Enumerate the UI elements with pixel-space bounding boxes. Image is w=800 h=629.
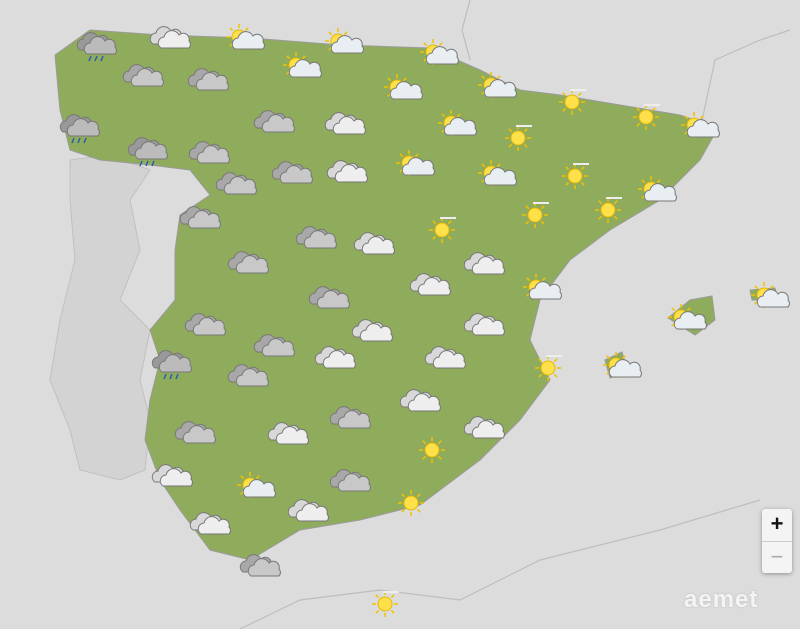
cloudy-light-icon[interactable] [463, 416, 505, 439]
partly-cloudy-icon[interactable] [668, 304, 707, 330]
cloudy-icon[interactable] [239, 554, 281, 577]
cloudy-icon[interactable] [184, 313, 226, 336]
sun-haze-icon[interactable] [535, 355, 562, 381]
sun-haze-icon[interactable] [505, 125, 532, 151]
rain-icon[interactable] [59, 114, 100, 144]
partly-cloudy-icon[interactable] [283, 52, 322, 78]
partly-cloudy-icon[interactable] [523, 274, 562, 300]
partly-cloudy-icon[interactable] [478, 160, 517, 186]
rain-icon[interactable] [127, 137, 168, 167]
cloudy-icon[interactable] [227, 364, 269, 387]
sun-icon[interactable] [398, 490, 424, 516]
partly-cloudy-icon[interactable] [384, 74, 423, 100]
zoom-in-button[interactable]: + [762, 509, 792, 542]
sun-haze-icon[interactable] [633, 104, 660, 130]
partly-cloudy-icon[interactable] [420, 39, 459, 65]
sun-haze-icon[interactable] [429, 217, 456, 243]
cloudy-light-icon[interactable] [409, 273, 451, 296]
sun-haze-icon[interactable] [559, 89, 586, 115]
partly-cloudy-icon[interactable] [325, 28, 364, 54]
cloudy-light-icon[interactable] [424, 346, 466, 369]
cloudy-light-icon[interactable] [463, 313, 505, 336]
partly-cloudy-icon[interactable] [226, 24, 265, 50]
cloudy-icon[interactable] [308, 286, 350, 309]
cloudy-icon[interactable] [253, 110, 295, 133]
cloudy-icon[interactable] [329, 469, 371, 492]
cloudy-light-icon[interactable] [151, 464, 193, 487]
neighbour-borders [239, 0, 791, 629]
cloudy-light-icon[interactable] [149, 26, 191, 49]
zoom-control: + − [762, 509, 792, 573]
partly-cloudy-icon[interactable] [751, 282, 790, 308]
cloudy-icon[interactable] [253, 334, 295, 357]
sun-haze-icon[interactable] [372, 591, 399, 617]
sun-haze-icon[interactable] [522, 202, 549, 228]
rain-icon[interactable] [151, 350, 192, 380]
cloudy-icon[interactable] [295, 226, 337, 249]
cloudy-icon[interactable] [271, 161, 313, 184]
cloudy-icon[interactable] [122, 64, 164, 87]
cloudy-light-icon[interactable] [399, 389, 441, 412]
portugal [49, 154, 151, 481]
partly-cloudy-icon[interactable] [438, 110, 477, 136]
partly-cloudy-icon[interactable] [478, 72, 517, 98]
cloudy-light-icon[interactable] [324, 112, 366, 135]
cloudy-light-icon[interactable] [314, 346, 356, 369]
cloudy-light-icon[interactable] [463, 252, 505, 275]
zoom-out-button[interactable]: − [770, 544, 784, 569]
cloudy-light-icon[interactable] [287, 499, 329, 522]
cloudy-light-icon[interactable] [351, 319, 393, 342]
aemet-logo: aemet [684, 586, 759, 613]
sun-haze-icon[interactable] [595, 197, 622, 223]
partly-cloudy-icon[interactable] [237, 472, 276, 498]
cloudy-icon[interactable] [329, 406, 371, 429]
cloudy-icon[interactable] [215, 172, 257, 195]
cloudy-light-icon[interactable] [326, 160, 368, 183]
cloudy-light-icon[interactable] [353, 232, 395, 255]
sun-icon[interactable] [419, 437, 445, 463]
cloudy-icon[interactable] [179, 206, 221, 229]
partly-cloudy-icon[interactable] [638, 176, 677, 202]
partly-cloudy-icon[interactable] [603, 352, 642, 378]
sun-haze-icon[interactable] [562, 163, 589, 189]
cloudy-icon[interactable] [188, 141, 230, 164]
cloudy-light-icon[interactable] [267, 422, 309, 445]
cloudy-icon[interactable] [174, 421, 216, 444]
cloudy-light-icon[interactable] [189, 512, 231, 535]
cloudy-icon[interactable] [227, 251, 269, 274]
cloudy-icon[interactable] [187, 68, 229, 91]
partly-cloudy-icon[interactable] [681, 112, 720, 138]
partly-cloudy-icon[interactable] [396, 150, 435, 176]
rain-icon[interactable] [76, 32, 117, 62]
